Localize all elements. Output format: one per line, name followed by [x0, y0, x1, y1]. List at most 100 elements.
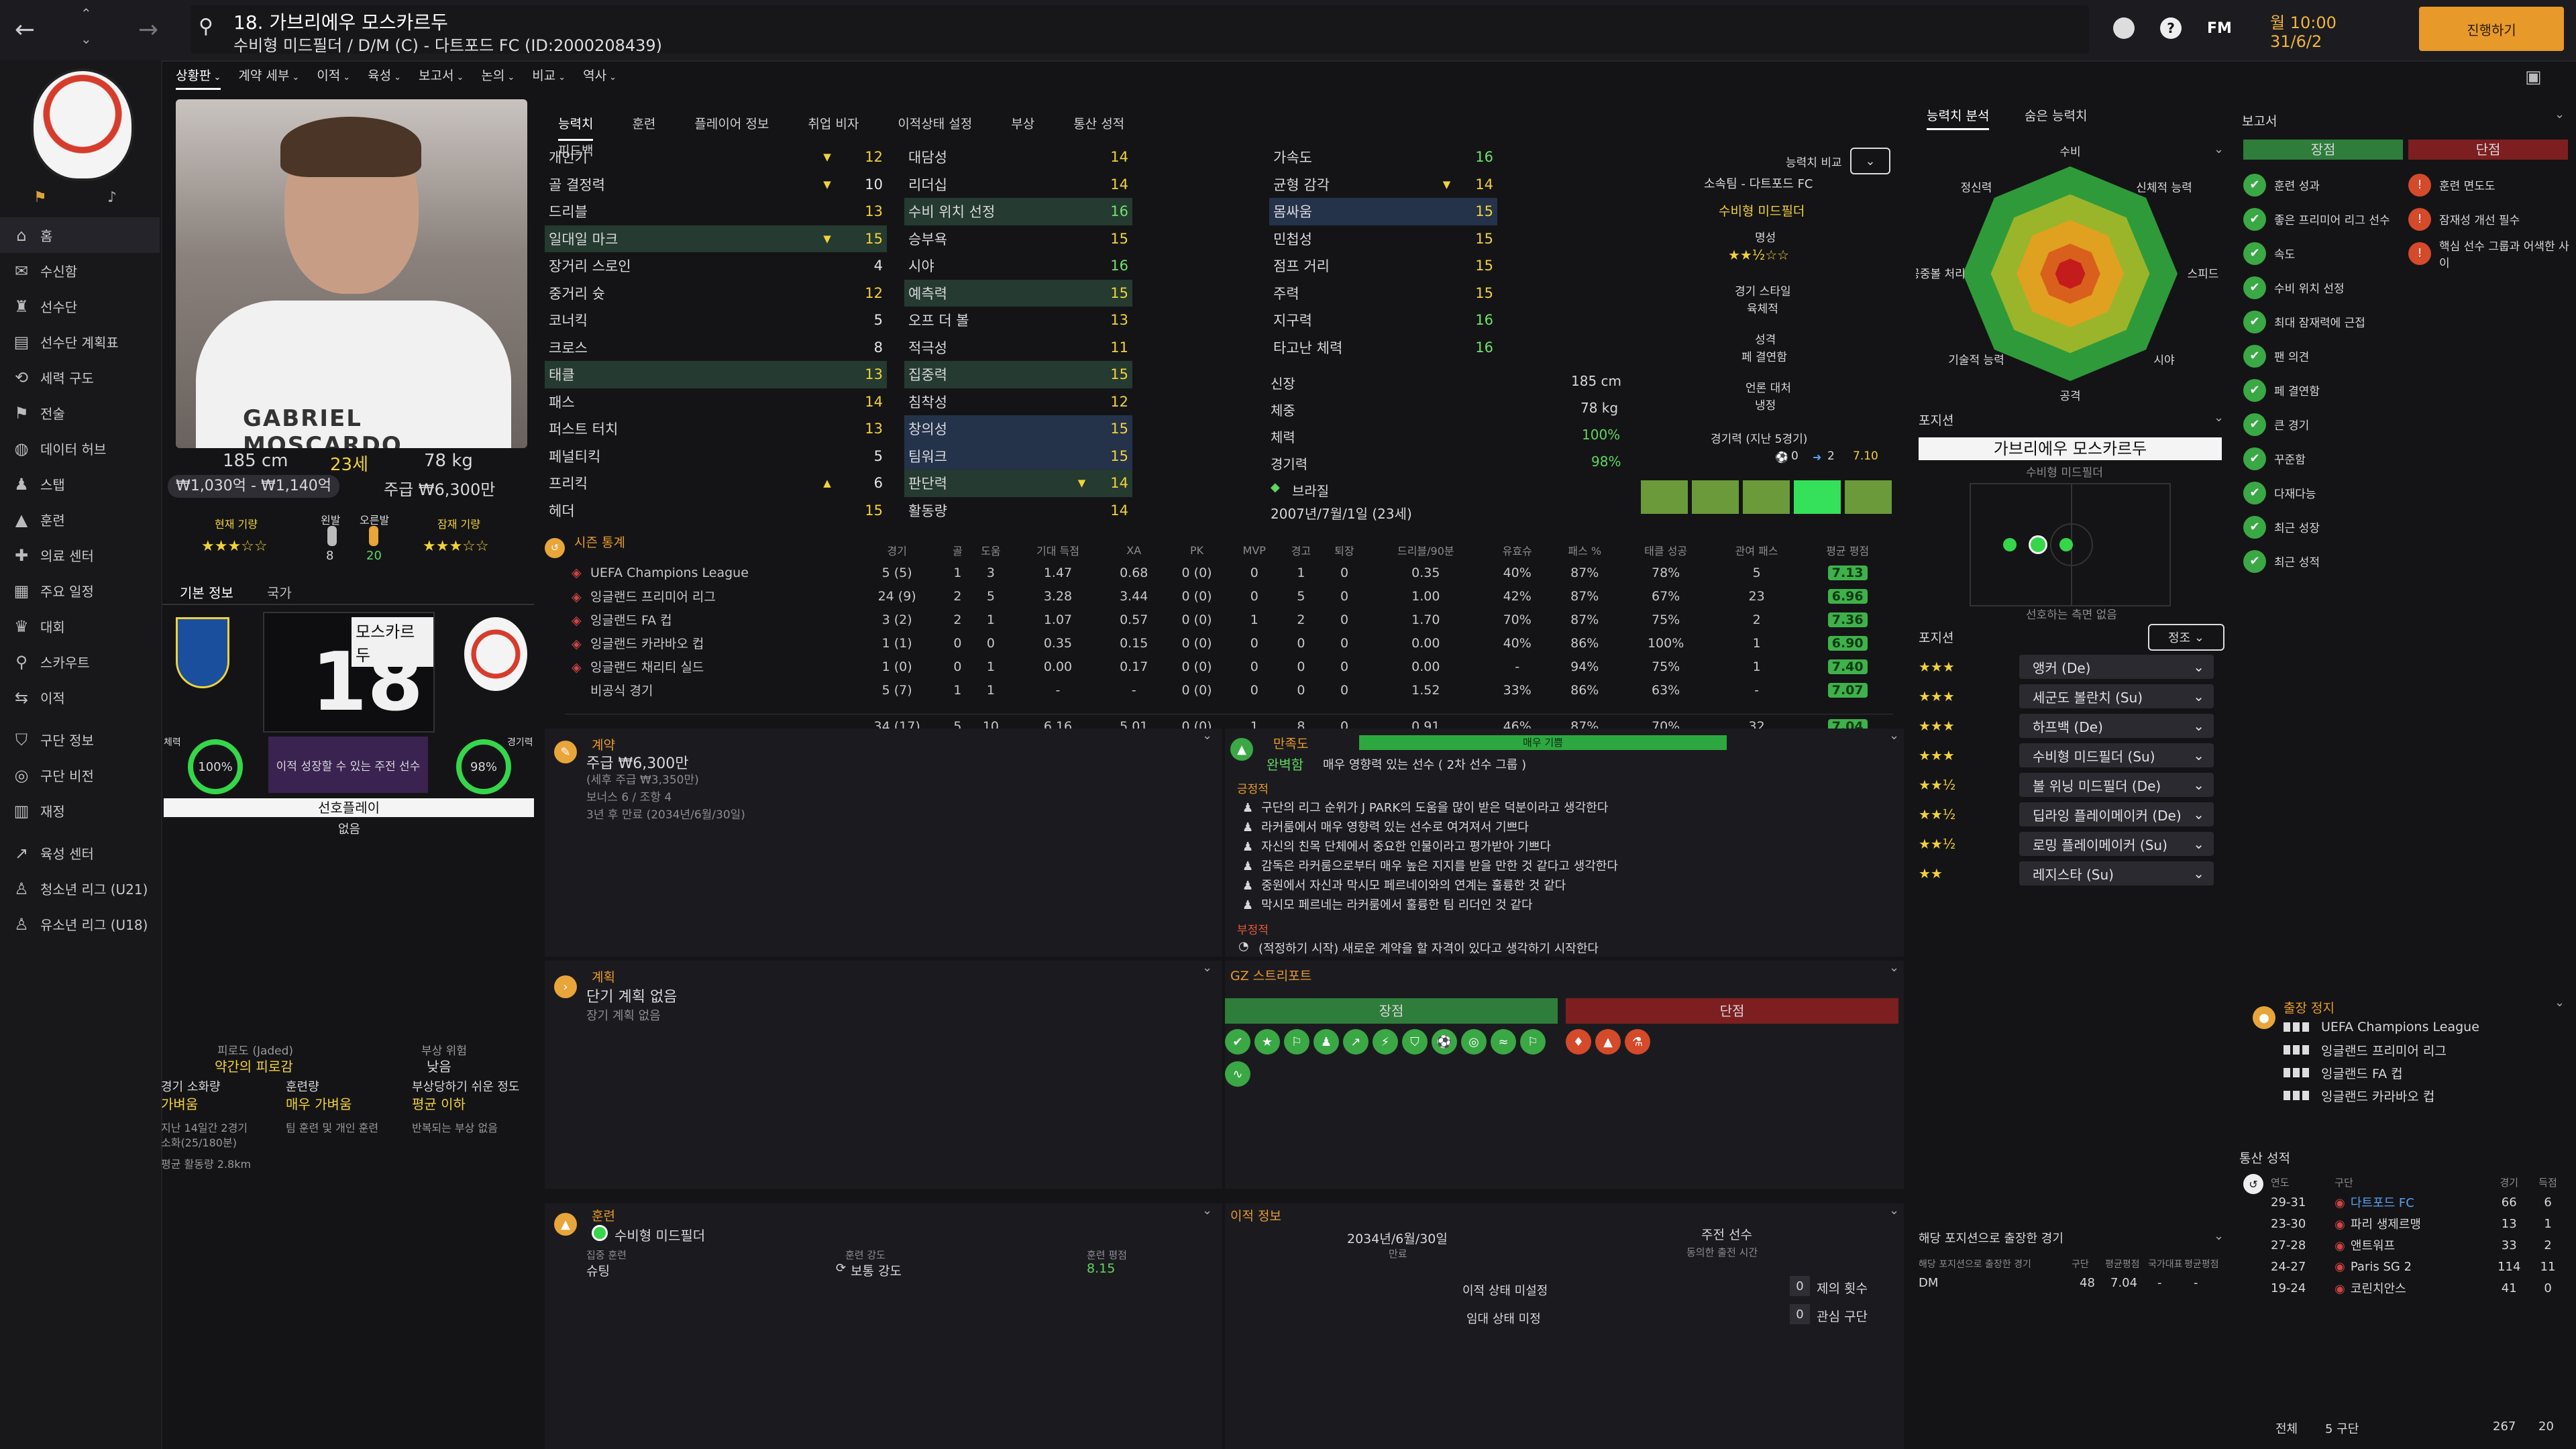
attribute-row[interactable]: 패스 14 — [545, 388, 887, 416]
contract-title[interactable]: 계약 — [592, 738, 615, 753]
report-item[interactable]: ✔ 최근 성장 — [2243, 510, 2404, 544]
attribute-row[interactable]: 코너킥 5 — [545, 307, 887, 334]
role-row[interactable]: ★★★ 수비형 미드필더 (Su) ⌄ — [1919, 741, 2222, 770]
menu-item-3[interactable]: 이적 ⌄ — [317, 66, 350, 84]
help-icon[interactable]: ? — [2160, 17, 2182, 39]
stats-row[interactable]: ◈ UEFA Champions League 5 (5) 1 3 1.47 0.68 0 (… — [565, 561, 1893, 584]
face-icon[interactable] — [2113, 17, 2135, 39]
sidebar-item-11[interactable]: ▦ 주요 일정 — [0, 573, 160, 608]
sidebar-item-16[interactable]: ◎ 구단 비전 — [0, 757, 160, 793]
menu-item-2[interactable]: 계약 세부 ⌄ — [238, 66, 299, 84]
drop-icon[interactable]: ♦ — [1566, 1029, 1591, 1055]
contract-chevron-icon[interactable]: ⌄ — [1202, 729, 1213, 743]
stats-row[interactable]: 비공식 경기 5 (7) 1 1 - - 0 (0) 0 0 0 1.52 33% 86% 63% - 7.0… — [565, 678, 1893, 702]
pin-icon[interactable]: ⚑ — [34, 189, 47, 206]
attribute-row[interactable]: 프리킥 ▲ 6 — [545, 470, 887, 497]
sidebar-item-8[interactable]: ♟ 스탭 — [0, 466, 160, 502]
star-icon[interactable]: ★ — [1254, 1029, 1280, 1055]
role-dropdown[interactable]: 하프백 (De) ⌄ — [2019, 714, 2214, 738]
attribute-row[interactable]: 집중력 15 — [904, 361, 1132, 388]
role-dropdown[interactable]: 세군도 볼란치 (Su) ⌄ — [2019, 684, 2214, 708]
attribute-row[interactable]: 점프 거리 15 — [1269, 252, 1497, 280]
attribute-row[interactable]: 개인기 ▼ 12 — [545, 144, 887, 171]
attribute-row[interactable]: 균형 감각 ▼ 14 — [1269, 171, 1497, 199]
attribute-row[interactable]: 오프 더 볼 13 — [904, 307, 1132, 334]
tab-hidden-attributes[interactable]: 숨은 능력치 — [2025, 109, 2088, 123]
report-item[interactable]: ✔ 다재다능 — [2243, 476, 2404, 510]
sidebar-item-3[interactable]: ♜ 선수단 — [0, 288, 160, 324]
wave-icon[interactable]: ≈ — [1491, 1029, 1516, 1055]
sidebar-item-19[interactable]: ♙ 청소년 리그 (U21) — [0, 871, 160, 906]
training-chevron-icon[interactable]: ⌄ — [1202, 1203, 1213, 1218]
sort-dropdown[interactable]: 정조 ⌄ — [2148, 624, 2224, 651]
report-item[interactable]: ✔ 최근 성적 — [2243, 544, 2404, 578]
mic-icon[interactable]: ♪ — [107, 189, 117, 206]
shield-icon[interactable]: ⛉ — [1402, 1029, 1428, 1055]
career-row[interactable]: 29-31 ◉ 다트포드 FC 66 6 — [2270, 1191, 2565, 1213]
career-row[interactable]: 27-28 ◉ 앤트워프 33 2 — [2270, 1234, 2565, 1256]
cone-icon[interactable]: ▲ — [1595, 1029, 1621, 1055]
transfer-chevron-icon[interactable]: ⌄ — [1889, 1203, 1900, 1218]
suspension-chevron-icon[interactable]: ⌄ — [2555, 996, 2565, 1010]
attribute-row[interactable]: 헤더 15 — [545, 497, 887, 525]
flask-icon[interactable]: ⚗ — [1625, 1029, 1650, 1055]
attribute-row[interactable]: 리더십 14 — [904, 171, 1132, 199]
attribute-row[interactable]: 일대일 마크 ▼ 15 — [545, 225, 887, 252]
report-chevron-icon[interactable]: ⌄ — [2555, 107, 2565, 121]
role-dropdown[interactable]: 레지스타 (Su) ⌄ — [2019, 861, 2214, 885]
tab-1[interactable]: 능력치 — [558, 114, 594, 141]
boot-icon[interactable]: ⚐ — [1284, 1029, 1309, 1055]
report-item[interactable]: ! 훈련 면도도 — [2408, 168, 2569, 202]
wave2-icon[interactable]: ∿ — [1225, 1061, 1250, 1087]
compare-dropdown[interactable]: ⌄ — [1850, 148, 1890, 174]
person-icon[interactable]: ♟ — [1313, 1029, 1339, 1055]
report-item[interactable]: ✔ 수비 위치 선정 — [2243, 270, 2404, 305]
role-row[interactable]: ★★½ 딥라잉 플레이메이커 (De) ⌄ — [1919, 800, 2222, 829]
attribute-row[interactable]: 대담성 14 — [904, 144, 1132, 171]
training-title[interactable]: 훈련 — [592, 1209, 615, 1224]
gz-chevron-icon[interactable]: ⌄ — [1889, 961, 1900, 975]
tab-8[interactable]: 피드백 — [558, 144, 594, 158]
attribute-row[interactable]: 수비 위치 선정 16 — [904, 198, 1132, 225]
tick-icon[interactable]: ✔ — [1225, 1029, 1250, 1055]
attribute-row[interactable]: 가속도 16 — [1269, 144, 1497, 171]
attribute-row[interactable]: 시야 16 — [904, 252, 1132, 280]
attribute-row[interactable]: 팀워크 15 — [904, 442, 1132, 470]
tab-2[interactable]: 훈련 — [632, 117, 656, 131]
forward-arrow-icon[interactable]: → — [138, 16, 159, 44]
report-item[interactable]: ✔ 훈련 성과 — [2243, 168, 2404, 202]
attribute-row[interactable]: 지구력 16 — [1269, 307, 1497, 334]
stats-row[interactable]: ◈ 잉글랜드 프리미어 리그 24 (9) 2 5 3.28 3.44 0 (0) 0 5 0 1.0… — [565, 584, 1893, 608]
attribute-row[interactable]: 장거리 스로인 4 — [545, 252, 887, 280]
sidebar-item-14[interactable]: ⇆ 이적 — [0, 680, 160, 715]
plans-title[interactable]: 계획 — [592, 970, 615, 985]
career-row[interactable]: 19-24 ◉ 코린치안스 41 0 — [2270, 1277, 2565, 1299]
report-item[interactable]: ! 잠재성 개선 필수 — [2408, 202, 2569, 236]
report-item[interactable]: ✔ 최대 잠재력에 근접 — [2243, 305, 2404, 339]
role-row[interactable]: ★★★ 앵커 (De) ⌄ — [1919, 652, 2222, 682]
tab-basic-info[interactable]: 기본 정보 — [180, 585, 233, 601]
sidebar-item-12[interactable]: ♛ 대회 — [0, 608, 160, 644]
attribute-row[interactable]: 태클 13 — [545, 361, 887, 388]
person-run-icon[interactable]: ⚐ — [1520, 1029, 1546, 1055]
menu-item-8[interactable]: 역사 ⌄ — [583, 66, 616, 84]
continue-button[interactable]: 진행하기 — [2419, 7, 2564, 51]
career-row[interactable]: 24-27 ◉ Paris SG 2 114 11 — [2270, 1256, 2565, 1277]
position-chevron-icon[interactable]: ⌄ — [2214, 411, 2224, 425]
report-item[interactable]: ✔ 꾸준함 — [2243, 441, 2404, 476]
fm-menu-button[interactable]: FM — [2207, 20, 2232, 37]
role-row[interactable]: ★★ 레지스타 (Su) ⌄ — [1919, 859, 2222, 888]
back-arrow-icon[interactable]: ← — [15, 16, 36, 44]
sidebar-item-5[interactable]: ⟲ 세력 구도 — [0, 360, 160, 395]
sidebar-item-15[interactable]: ⛉ 구단 정보 — [0, 722, 160, 757]
attribute-row[interactable]: 골 결정력 ▼ 10 — [545, 171, 887, 199]
menu-item-4[interactable]: 육성 ⌄ — [368, 66, 401, 84]
report-item[interactable]: ✔ 페 결연함 — [2243, 373, 2404, 407]
happiness-title[interactable]: 만족도 — [1273, 737, 1309, 751]
nav-down-icon[interactable]: ⌄ — [80, 31, 92, 47]
sidebar-item-13[interactable]: ⚲ 스카우트 — [0, 644, 160, 680]
transfer-title[interactable]: 이적 정보 — [1230, 1209, 1281, 1224]
role-row[interactable]: ★★½ 로밍 플레이메이커 (Su) ⌄ — [1919, 829, 2222, 859]
menu-item-5[interactable]: 보고서 ⌄ — [419, 66, 464, 84]
bolt-icon[interactable]: ⚡ — [1373, 1029, 1398, 1055]
